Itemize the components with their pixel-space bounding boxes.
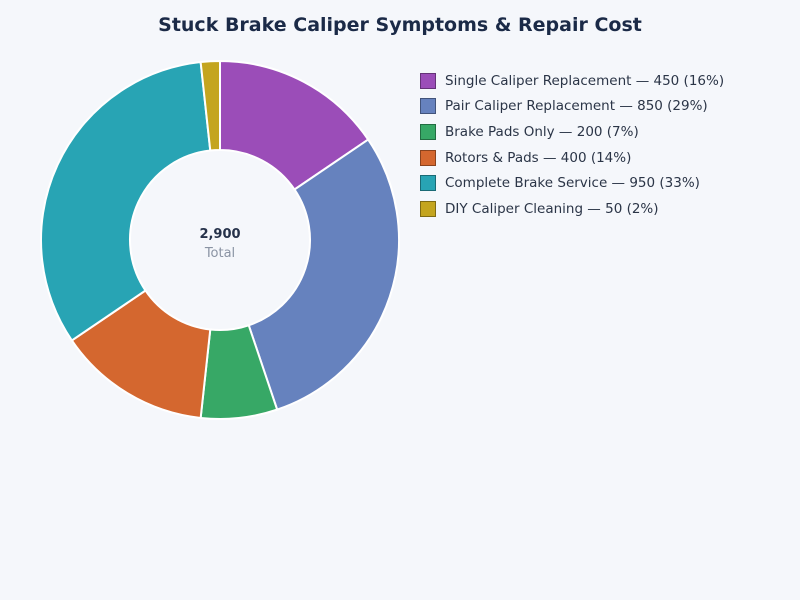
legend-swatch (420, 98, 436, 115)
legend-item[interactable]: Pair Caliper Replacement — 850 (29%) (420, 94, 724, 120)
legend-label: DIY Caliper Cleaning — 50 (2%) (445, 200, 659, 217)
legend-item[interactable]: Complete Brake Service — 950 (33%) (420, 170, 724, 196)
legend: Single Caliper Replacement — 450 (16%) P… (420, 68, 724, 222)
legend-label: Complete Brake Service — 950 (33%) (445, 175, 700, 192)
donut-slice[interactable] (247, 138, 400, 411)
legend-item[interactable]: Brake Pads Only — 200 (7%) (420, 119, 724, 145)
legend-item[interactable]: Single Caliper Replacement — 450 (16%) (420, 68, 724, 94)
legend-label: Pair Caliper Replacement — 850 (29%) (445, 98, 708, 115)
donut-slice[interactable] (40, 60, 212, 342)
legend-swatch (420, 200, 436, 217)
legend-swatch (420, 123, 436, 140)
legend-label: Brake Pads Only — 200 (7%) (445, 123, 639, 140)
legend-swatch (420, 175, 436, 192)
legend-label: Rotors & Pads — 400 (14%) (445, 149, 632, 166)
legend-item[interactable]: DIY Caliper Cleaning — 50 (2%) (420, 196, 724, 222)
donut-slice[interactable] (199, 59, 221, 152)
legend-label: Single Caliper Replacement — 450 (16%) (445, 72, 725, 89)
center-total-label: Total (204, 246, 236, 261)
chart-title: Stuck Brake Caliper Symptoms & Repair Co… (158, 14, 642, 36)
center-total-value: 2,900 (199, 227, 241, 242)
legend-swatch (420, 72, 436, 89)
legend-item[interactable]: Rotors & Pads — 400 (14%) (420, 145, 724, 171)
legend-swatch (420, 149, 436, 166)
